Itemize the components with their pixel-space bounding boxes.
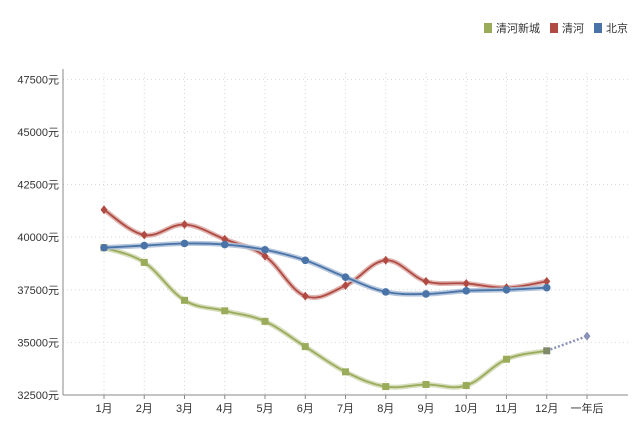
y-tick-label: 47500元: [17, 74, 59, 86]
data-point: [261, 317, 269, 325]
data-point: [181, 220, 188, 230]
x-tick-label: 8月: [377, 403, 394, 415]
series-3: [100, 239, 551, 298]
data-point: [382, 255, 390, 265]
x-tick-label: 一年后: [571, 401, 604, 415]
legend-label: 北京: [606, 21, 628, 35]
forecast-point: [583, 331, 591, 341]
data-point: [462, 287, 471, 295]
x-tick-label: 5月: [256, 403, 273, 415]
data-point: [502, 285, 511, 294]
data-point: [422, 380, 430, 388]
data-point: [342, 281, 349, 291]
x-tick-label: 3月: [176, 403, 193, 415]
data-point: [221, 307, 229, 315]
data-point: [543, 347, 551, 355]
data-point: [220, 240, 229, 249]
data-point: [422, 290, 430, 298]
data-point: [462, 382, 470, 390]
legend-swatch: [550, 23, 558, 33]
data-point: [261, 251, 269, 261]
x-tick-label: 7月: [337, 403, 354, 415]
series-line: [103, 208, 548, 299]
data-point: [261, 245, 269, 254]
y-tick-label: 35000元: [17, 337, 59, 349]
x-tick-label: 1月: [95, 403, 112, 415]
y-tick-label: 37500元: [17, 285, 59, 297]
data-point: [140, 230, 148, 240]
x-tick-label: 4月: [216, 403, 233, 415]
series-layer: [100, 205, 591, 391]
data-point: [140, 241, 149, 250]
x-tick-label: 10月: [455, 403, 478, 415]
data-point: [301, 291, 309, 301]
data-point: [542, 283, 551, 292]
legend-item[interactable]: 清河: [550, 22, 584, 35]
legend-label: 清河新城: [496, 21, 540, 35]
y-tick-label: 45000元: [17, 127, 59, 139]
data-point: [301, 343, 309, 351]
x-tick-label: 6月: [297, 403, 314, 415]
forecast-line: [546, 334, 588, 352]
data-point: [100, 243, 108, 252]
x-tick-label: 2月: [136, 403, 153, 415]
data-point: [503, 355, 510, 363]
series-1: [100, 244, 591, 391]
x-tick-label: 11月: [495, 403, 517, 415]
data-point: [422, 276, 430, 286]
data-point: [100, 205, 108, 215]
legend-item[interactable]: 北京: [594, 21, 628, 35]
x-tick-label: 9月: [417, 403, 434, 415]
grid: [63, 73, 628, 396]
data-point: [543, 276, 551, 286]
y-tick-label: 42500元: [17, 180, 59, 192]
data-point: [341, 273, 350, 281]
legend: 清河新城 清河 北京: [484, 21, 628, 35]
series-line: [103, 246, 548, 389]
data-point: [140, 258, 148, 266]
legend-swatch: [594, 23, 602, 33]
data-point: [181, 296, 188, 304]
data-point: [301, 256, 310, 265]
legend-item[interactable]: 清河新城: [484, 21, 540, 35]
series-2: [100, 205, 551, 301]
axes: 32500元 35000元 37500元 40000元 42500元 45000元 4750…: [17, 69, 628, 415]
data-point: [462, 278, 470, 288]
legend-label: 清河: [562, 22, 584, 35]
data-point: [342, 368, 349, 376]
data-point: [382, 383, 390, 391]
y-tick-label: 40000元: [17, 232, 59, 244]
data-point: [381, 288, 390, 296]
y-tick-label: 32500元: [17, 390, 59, 402]
legend-swatch: [484, 23, 492, 33]
x-tick-label: 12月: [535, 403, 558, 415]
data-point: [180, 239, 189, 248]
